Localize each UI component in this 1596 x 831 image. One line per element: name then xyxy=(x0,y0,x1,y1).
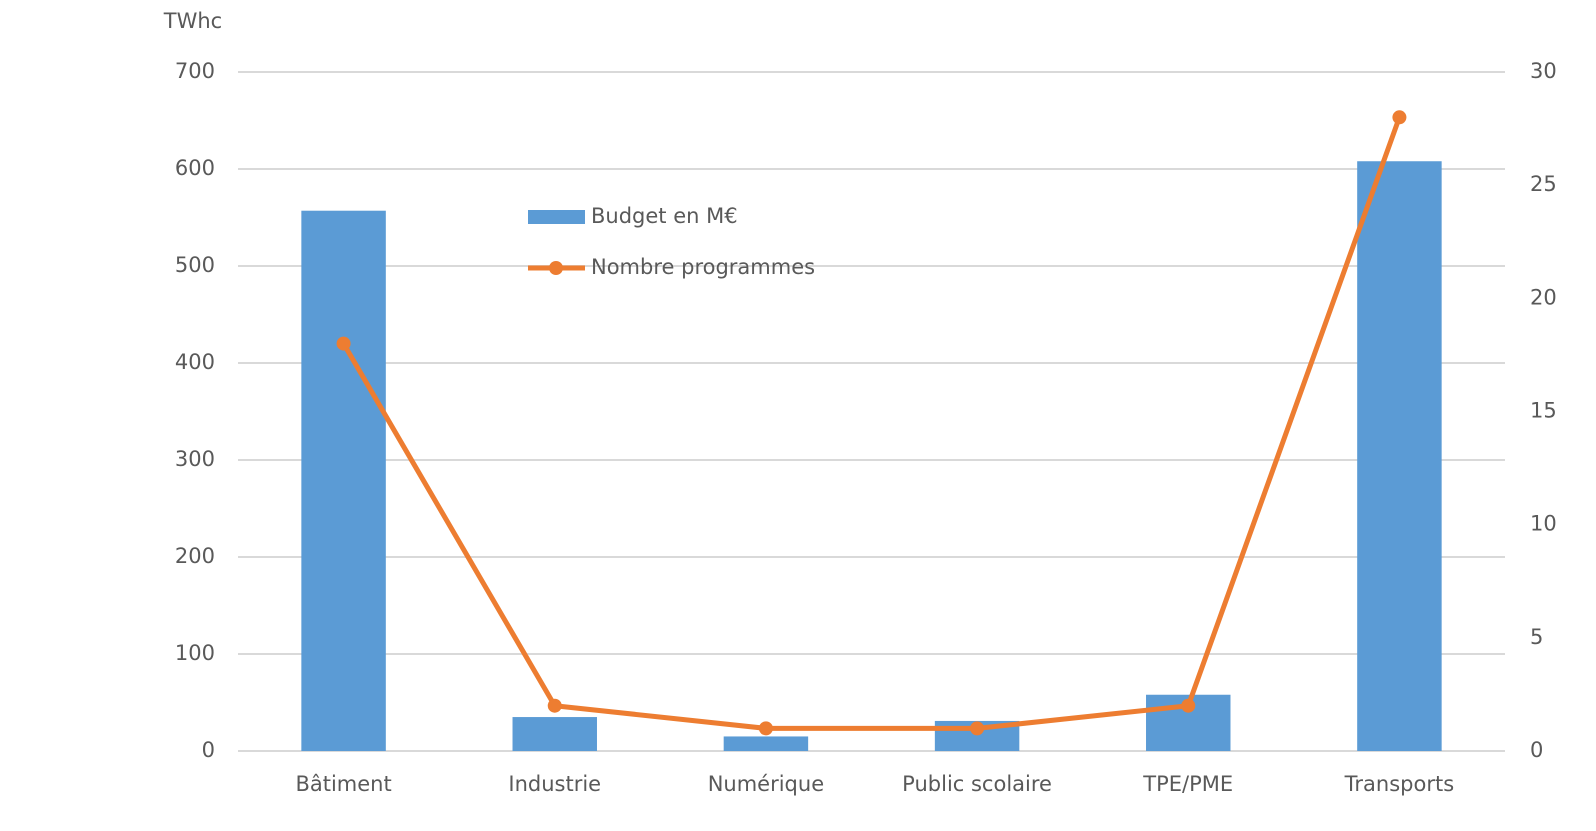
y-tick-label: 700 xyxy=(175,59,215,83)
line xyxy=(341,116,1402,731)
y-tick-label: 400 xyxy=(175,350,215,374)
bar xyxy=(723,736,809,751)
line-marker xyxy=(336,336,351,351)
legend-swatch xyxy=(528,210,585,224)
y2-tick-label: 20 xyxy=(1530,285,1557,309)
bar xyxy=(1357,161,1442,752)
y2-tick-label: 10 xyxy=(1530,512,1557,536)
y-tick-label: 100 xyxy=(175,641,215,665)
line-marker xyxy=(1392,110,1407,125)
y2-tick-label: 15 xyxy=(1530,399,1557,423)
x-tick-label: Bâtiment xyxy=(295,772,391,796)
y-tick-label: 0 xyxy=(202,738,215,762)
legend-label: Budget en M€ xyxy=(591,204,738,228)
y-tick-label: 300 xyxy=(175,447,215,471)
x-tick-label: TPE/PME xyxy=(1142,772,1233,796)
line-marker xyxy=(1181,698,1196,713)
y2-tick-label: 5 xyxy=(1530,625,1543,649)
y-axis-label: TWhc xyxy=(163,9,222,33)
bar xyxy=(301,210,386,751)
bar xyxy=(512,717,597,751)
y2-tick-label: 30 xyxy=(1530,59,1557,83)
x-tick-label: Public scolaire xyxy=(902,772,1052,796)
y2-tick-label: 25 xyxy=(1530,172,1557,196)
y-tick-label: 200 xyxy=(175,544,215,568)
x-tick-label: Transports xyxy=(1344,772,1454,796)
y-tick-label: 600 xyxy=(175,156,215,180)
legend-label: Nombre programmes xyxy=(591,255,815,279)
line-marker xyxy=(970,721,985,736)
x-tick-label: Numérique xyxy=(708,772,824,796)
line-marker xyxy=(758,721,773,736)
y-tick-label: 500 xyxy=(175,253,215,277)
line-marker xyxy=(547,698,562,713)
x-tick-label: Industrie xyxy=(508,772,601,796)
y2-tick-label: 0 xyxy=(1530,738,1543,762)
legend-swatch xyxy=(549,261,563,275)
